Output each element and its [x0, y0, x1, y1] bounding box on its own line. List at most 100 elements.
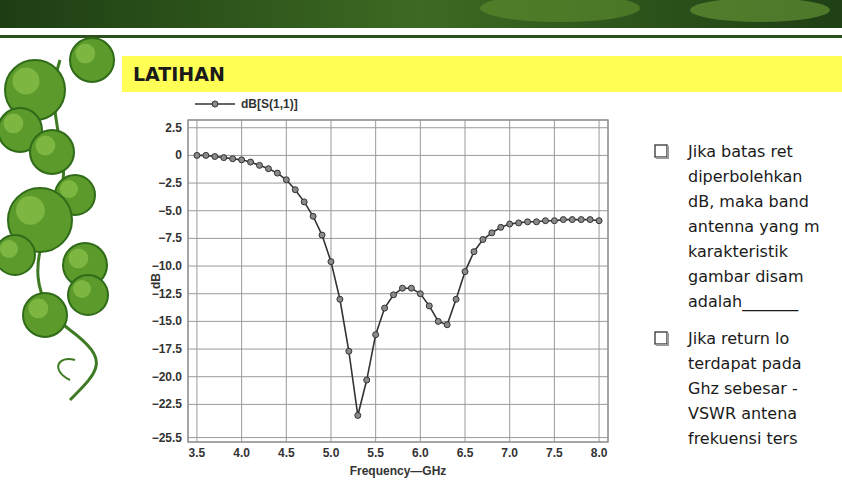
point	[256, 162, 262, 168]
bullet-line: frekuensi ters	[688, 429, 798, 448]
point	[248, 159, 254, 165]
grid-line	[188, 238, 608, 239]
bullet-box	[655, 332, 667, 344]
point	[435, 318, 441, 324]
plot-frame	[188, 120, 608, 442]
point	[230, 156, 236, 162]
point	[471, 249, 477, 255]
slide: LATIHANJika batas retdiperbolehkandB, ma…	[0, 0, 842, 498]
bullet-line: VSWR antena	[688, 404, 797, 423]
y-tick-label: −10.0	[152, 259, 183, 273]
point	[399, 285, 405, 291]
bullet-line: Jika return lo	[687, 329, 789, 348]
y-tick-label: −22.5	[152, 397, 183, 411]
x-tick-label: 5.5	[367, 446, 384, 460]
point	[194, 152, 200, 158]
x-tick-label: 3.5	[189, 446, 206, 460]
point	[203, 152, 209, 158]
point	[534, 219, 540, 225]
point	[364, 377, 370, 383]
grid-line	[509, 120, 510, 442]
y-tick-label: 0	[175, 148, 182, 162]
x-tick-label: 4.0	[233, 446, 250, 460]
point	[417, 291, 423, 297]
bullet-shadow	[656, 146, 668, 158]
point	[507, 221, 513, 227]
leaf-highlight	[73, 280, 91, 298]
point	[274, 170, 280, 176]
point	[373, 332, 379, 338]
grid-line	[599, 120, 600, 442]
grid-line	[188, 183, 608, 184]
bullet-line: antenna yang m	[688, 217, 819, 236]
grid-line	[188, 376, 608, 377]
grid-line	[188, 155, 608, 156]
leaf	[23, 293, 67, 337]
leaf	[0, 235, 35, 275]
grid-line	[286, 120, 287, 442]
bullet-line: dB, maka band	[688, 192, 809, 211]
point	[301, 199, 307, 205]
point	[310, 213, 316, 219]
heading-bar	[122, 56, 842, 92]
grid-line	[188, 437, 608, 438]
point	[337, 296, 343, 302]
point	[221, 155, 227, 161]
grid-line	[188, 293, 608, 294]
point	[319, 232, 325, 238]
plot-border	[188, 120, 608, 442]
point	[355, 412, 361, 418]
leaf-highlight	[36, 136, 56, 156]
leaf-highlight	[29, 299, 49, 319]
bullet-line: Jika batas ret	[687, 142, 793, 161]
x-tick-label: 6.5	[457, 446, 474, 460]
point	[239, 157, 245, 163]
y-tick-label: −17.5	[152, 342, 183, 356]
point	[283, 177, 289, 183]
legend-label: dB[S(1,1)]	[241, 97, 298, 111]
point	[569, 217, 575, 223]
banner-leaf	[480, 0, 640, 22]
grid-line	[465, 120, 466, 442]
grid-line	[420, 120, 421, 442]
grid-line	[188, 321, 608, 322]
grid-line	[330, 120, 331, 442]
leaf-highlight	[60, 180, 78, 198]
point	[498, 224, 504, 230]
x-tick-label: 6.0	[412, 446, 429, 460]
leaf-highlight	[4, 114, 24, 134]
bullet-line: gambar disam	[688, 267, 804, 286]
leaf-highlight	[76, 44, 96, 64]
y-tick-label: −5.0	[158, 204, 182, 218]
bullet-line: diperbolehkan	[688, 167, 802, 186]
point	[525, 219, 531, 225]
grid-line	[188, 404, 608, 405]
vine	[58, 359, 75, 380]
leaf	[68, 275, 108, 315]
point	[426, 303, 432, 309]
grid-line	[188, 349, 608, 350]
point	[480, 237, 486, 243]
y-tick-label: −2.5	[158, 176, 182, 190]
grid-line	[241, 120, 242, 442]
y-tick-label: −25.5	[152, 431, 183, 445]
grid-line	[554, 120, 555, 442]
point	[516, 220, 522, 226]
point	[346, 348, 352, 354]
point	[408, 285, 414, 291]
leaf	[70, 38, 114, 82]
grid-line	[188, 127, 608, 128]
grid-line	[188, 266, 608, 267]
y-axis-title: dB	[149, 273, 163, 289]
leaf-highlight	[13, 68, 40, 95]
x-tick-label: 4.5	[278, 446, 295, 460]
legend-marker	[212, 101, 218, 107]
point	[489, 230, 495, 236]
x-tick-label: 7.0	[501, 446, 518, 460]
data-group	[194, 152, 602, 418]
x-axis-title: Frequency—GHz	[350, 464, 447, 478]
point	[551, 218, 557, 224]
point	[212, 154, 218, 160]
point	[587, 217, 593, 223]
bullet-shadow	[656, 333, 668, 345]
